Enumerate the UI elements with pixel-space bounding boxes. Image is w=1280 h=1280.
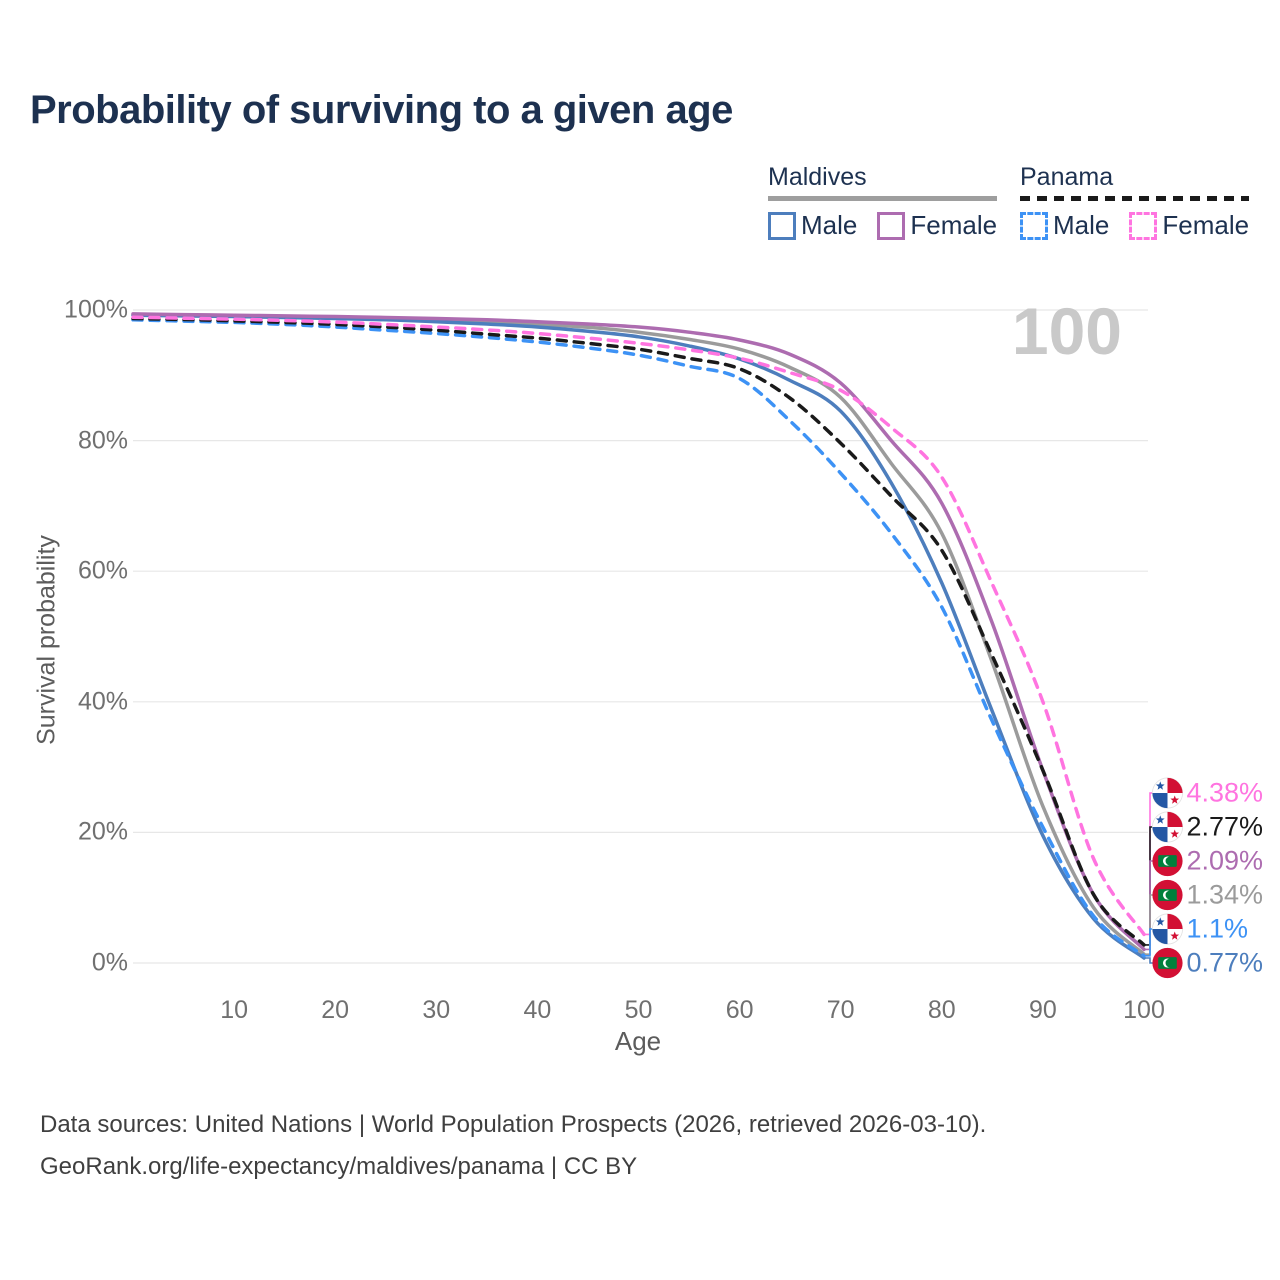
footer: Data sources: United Nations | World Pop… [40,1104,986,1188]
maldives-flag-icon [1151,845,1183,877]
curve-panama-female [131,315,1146,937]
legend-item-label: Male [1053,210,1110,240]
panama-flag-icon [1151,913,1183,945]
y-tick-label: 80% [77,426,128,455]
legend-item-panama-female[interactable]: Female [1129,210,1249,241]
end-value: 1.34% [1186,879,1264,910]
end-value: 1.1% [1186,913,1249,944]
x-tick-label: 40 [523,996,552,1024]
panama-male-swatch-icon [1020,211,1048,240]
x-tick-label: 50 [624,996,653,1024]
y-tick-label: 60% [77,556,128,585]
end-label-maldives: 1.34% [1151,879,1264,911]
x-axis-title: Age [614,1026,662,1056]
maldives-line-style-sample [768,196,998,201]
curve-maldives-female [131,312,1146,952]
x-tick-label: 80 [927,996,956,1024]
curve-panama [131,316,1146,947]
y-tick-label: 40% [77,687,128,716]
y-tick-label: 0% [91,948,128,977]
maldives-male-swatch-icon [768,211,796,240]
x-tick-label: 20 [321,996,350,1024]
legend-group-panama: Panama Male Female [1020,163,1250,241]
age-watermark: 100 [1011,294,1122,368]
legend-title-panama[interactable]: Panama [1020,163,1114,191]
curve-maldives [131,312,1146,956]
legend-group-maldives: Maldives Male Female [768,163,998,241]
end-value: 2.77% [1186,811,1264,842]
x-tick-label: 100 [1123,996,1165,1024]
curve-panama-male [131,318,1146,958]
x-tick-label: 70 [826,996,855,1024]
end-label-maldives-male: 0.77% [1151,947,1264,979]
y-axis-title: Survival probability [32,535,61,745]
legend-item-label: Male [801,210,858,240]
end-label-maldives-female: 2.09% [1151,845,1264,877]
footer-link[interactable]: GeoRank.org/life-expectancy/maldives/pan… [40,1153,638,1180]
x-tick-label: 90 [1028,996,1057,1024]
legend-item-label: Female [910,210,998,240]
legend-item-maldives-male[interactable]: Male [768,210,857,241]
legend-item-panama-male[interactable]: Male [1020,210,1109,241]
end-label-panama: 2.77% [1151,811,1264,843]
end-label-panama-male: 1.1% [1151,913,1249,945]
x-tick-label: 10 [220,996,248,1024]
x-tick-label: 30 [422,996,451,1024]
panama-flag-icon [1151,811,1183,843]
panama-female-swatch-icon [1129,211,1158,240]
panama-line-style-sample [1020,196,1250,201]
legend-item-maldives-female[interactable]: Female [877,210,997,241]
page-title: Probability of surviving to a given age [30,88,733,132]
end-label-panama-female: 4.38% [1151,777,1264,809]
end-value: 0.77% [1186,947,1264,978]
x-tick-label: 60 [725,996,754,1024]
legend-title-maldives[interactable]: Maldives [768,163,867,191]
y-tick-label: 100% [64,295,128,324]
curve-maldives-male [131,313,1146,960]
panama-flag-icon [1151,777,1183,809]
maldives-female-swatch-icon [877,211,906,240]
data-source-note: Data sources: United Nations | World Pop… [40,1111,987,1138]
maldives-flag-icon [1151,879,1183,911]
y-tick-label: 20% [77,817,128,846]
end-value: 4.38% [1186,777,1264,808]
legend-item-label: Female [1162,210,1250,240]
maldives-flag-icon [1151,947,1183,979]
end-value: 2.09% [1186,845,1264,876]
